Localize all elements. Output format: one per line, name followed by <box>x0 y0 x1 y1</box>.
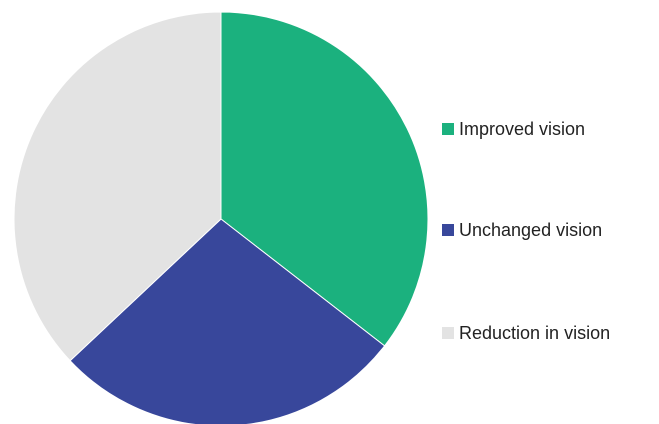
legend-label-unchanged-vision: Unchanged vision <box>459 220 602 240</box>
legend-item-reduction-in-vision: Reduction in vision <box>442 323 610 343</box>
legend-swatch-unchanged-vision <box>442 224 454 236</box>
legend-item-improved-vision: Improved vision <box>442 119 585 139</box>
legend-swatch-improved-vision <box>442 123 454 135</box>
pie-slice-unchanged-vision <box>69 218 386 424</box>
pie-slices <box>13 11 429 424</box>
legend-label-improved-vision: Improved vision <box>459 119 585 139</box>
pie-slice-reduction-in-vision <box>13 11 222 362</box>
legend-label-reduction-in-vision: Reduction in vision <box>459 323 610 343</box>
legend: Improved vision Unchanged vision Reduction… <box>442 119 610 343</box>
legend-swatch-reduction-in-vision <box>442 327 454 339</box>
pie-slice-improved-vision <box>220 11 429 347</box>
legend-item-unchanged-vision: Unchanged vision <box>442 220 602 240</box>
